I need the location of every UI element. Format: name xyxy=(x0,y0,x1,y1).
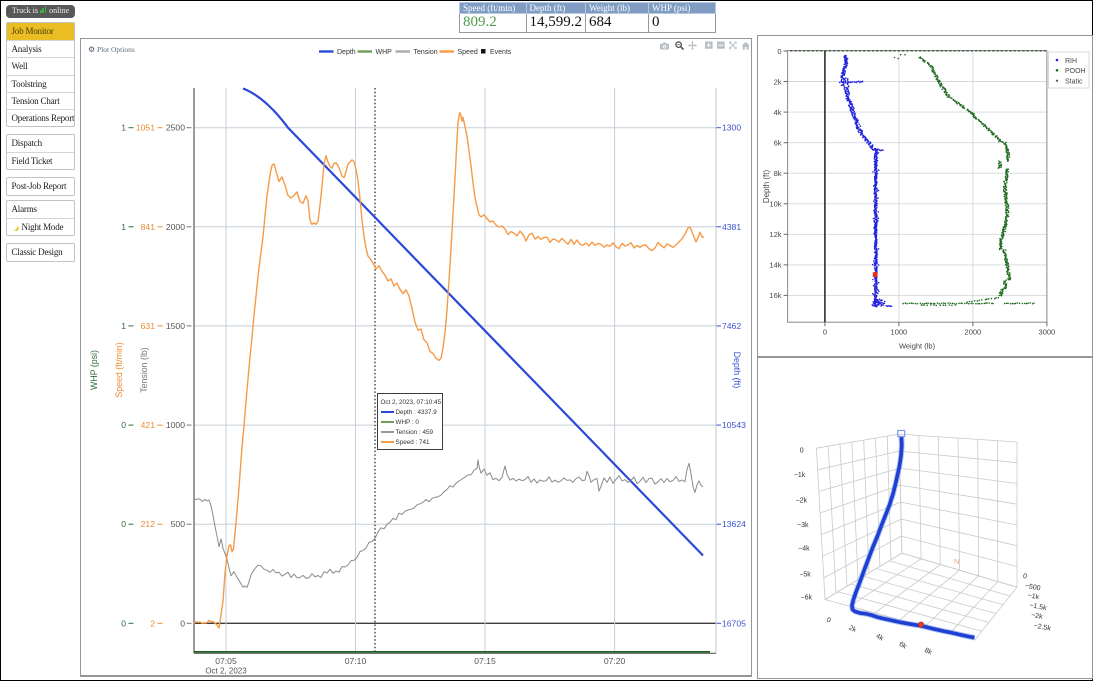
svg-text:1051: 1051 xyxy=(136,123,155,133)
svg-text:2k: 2k xyxy=(847,625,857,635)
svg-text:−500: −500 xyxy=(1024,583,1041,593)
svg-text:−3k: −3k xyxy=(797,522,809,529)
svg-text:Depth: Depth xyxy=(337,49,356,56)
svg-text:Speed (ft/min): Speed (ft/min) xyxy=(114,342,124,397)
svg-text:4k: 4k xyxy=(774,108,782,117)
svg-text:−1k: −1k xyxy=(1027,592,1040,601)
svg-text:N: N xyxy=(954,557,959,566)
svg-text:Tension: Tension xyxy=(414,49,438,56)
svg-text:4k: 4k xyxy=(874,633,884,643)
svg-text:−1.5k: −1.5k xyxy=(1029,602,1048,612)
svg-text:0: 0 xyxy=(825,617,832,625)
svg-text:07:15: 07:15 xyxy=(474,656,496,666)
svg-text:16k: 16k xyxy=(769,291,781,300)
svg-text:Depth (ft): Depth (ft) xyxy=(732,352,742,389)
svg-text:2000: 2000 xyxy=(965,328,982,337)
svg-text:1000: 1000 xyxy=(166,420,185,430)
svg-text:0: 0 xyxy=(121,420,126,430)
svg-text:RIH: RIH xyxy=(1065,58,1077,65)
svg-text:8k: 8k xyxy=(923,647,933,657)
svg-text:07:10: 07:10 xyxy=(345,656,367,666)
svg-text:16705: 16705 xyxy=(722,618,746,628)
svg-text:0: 0 xyxy=(121,618,126,628)
svg-text:POOH: POOH xyxy=(1065,68,1086,75)
svg-text:−5k: −5k xyxy=(799,571,811,578)
svg-text:−2.5k: −2.5k xyxy=(1033,623,1052,633)
svg-text:1: 1 xyxy=(121,123,126,133)
svg-text:−4k: −4k xyxy=(798,546,810,553)
svg-text:6k: 6k xyxy=(774,139,782,148)
svg-text:6k: 6k xyxy=(898,641,908,651)
svg-text:631: 631 xyxy=(141,321,156,331)
svg-text:841: 841 xyxy=(141,222,156,232)
svg-text:−2k: −2k xyxy=(796,498,808,505)
svg-text:2500: 2500 xyxy=(166,123,185,133)
svg-text:1000: 1000 xyxy=(891,328,908,337)
svg-text:2k: 2k xyxy=(774,77,782,86)
svg-text:WHP: WHP xyxy=(376,49,393,56)
svg-text:Static: Static xyxy=(1065,79,1083,86)
svg-text:Speed: Speed xyxy=(458,49,478,56)
svg-text:10543: 10543 xyxy=(722,420,746,430)
svg-text:12k: 12k xyxy=(769,230,781,239)
svg-text:WHP (psi): WHP (psi) xyxy=(89,350,99,390)
svg-text:1500: 1500 xyxy=(166,321,185,331)
svg-text:212: 212 xyxy=(141,519,156,529)
svg-text:0: 0 xyxy=(823,328,827,337)
svg-text:Events: Events xyxy=(490,49,512,56)
svg-text:4381: 4381 xyxy=(722,222,741,232)
svg-text:10k: 10k xyxy=(769,200,781,209)
svg-text:0: 0 xyxy=(121,519,126,529)
svg-text:2000: 2000 xyxy=(166,222,185,232)
svg-text:Tension (lb): Tension (lb) xyxy=(139,347,149,393)
svg-text:421: 421 xyxy=(141,420,156,430)
svg-text:Oct 2, 2023: Oct 2, 2023 xyxy=(205,667,247,676)
svg-text:07:20: 07:20 xyxy=(604,656,626,666)
svg-text:0: 0 xyxy=(800,447,804,454)
svg-text:0: 0 xyxy=(777,47,781,56)
svg-text:2: 2 xyxy=(150,618,155,628)
svg-text:7462: 7462 xyxy=(722,321,741,331)
svg-text:1: 1 xyxy=(121,222,126,232)
svg-text:500: 500 xyxy=(171,519,186,529)
svg-text:13624: 13624 xyxy=(722,519,746,529)
svg-text:−1k: −1k xyxy=(794,472,806,479)
svg-text:3000: 3000 xyxy=(1039,328,1056,337)
svg-text:14k: 14k xyxy=(769,261,781,270)
svg-text:07:05: 07:05 xyxy=(215,656,237,666)
svg-text:−6k: −6k xyxy=(801,595,813,602)
svg-text:Weight (lb): Weight (lb) xyxy=(899,342,936,351)
svg-text:8k: 8k xyxy=(774,169,782,178)
svg-text:0: 0 xyxy=(180,618,185,628)
svg-text:0: 0 xyxy=(1022,573,1027,581)
svg-text:−2k: −2k xyxy=(1031,612,1044,621)
svg-text:1300: 1300 xyxy=(722,123,741,133)
svg-text:Depth (ft): Depth (ft) xyxy=(762,169,771,203)
svg-text:1: 1 xyxy=(121,321,126,331)
